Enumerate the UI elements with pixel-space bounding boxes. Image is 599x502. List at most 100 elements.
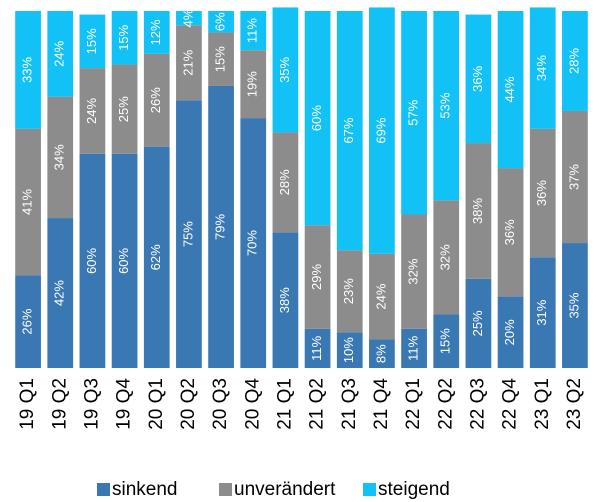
value-label: 19%: [245, 71, 260, 97]
value-label: 20%: [502, 319, 517, 345]
legend-label: sinkend: [112, 479, 178, 500]
bar-segment: [111, 153, 138, 368]
value-label: 15%: [116, 24, 131, 50]
bar-segment: [15, 128, 41, 276]
bar-segment: [79, 68, 106, 154]
bar-segment: [336, 11, 363, 251]
x-tick-label: 21 Q4: [371, 378, 392, 430]
x-tick-label: 19 Q4: [114, 378, 135, 430]
value-label: 12%: [148, 19, 163, 45]
x-tick-label: 23 Q2: [564, 378, 585, 430]
bar-segment: [111, 11, 138, 65]
bar-segment: [369, 7, 395, 254]
bar-segment: [15, 275, 41, 368]
x-tick-label: 21 Q1: [274, 378, 295, 430]
bar-segment: [304, 328, 331, 368]
bar-segment: [143, 53, 170, 147]
value-label: 36%: [470, 65, 485, 91]
bar-segment: [272, 7, 299, 133]
bar-segment: [143, 146, 170, 368]
x-tick-label: 20 Q1: [146, 378, 167, 430]
legend-label: steigend: [378, 479, 450, 500]
bar-segment: [497, 296, 524, 368]
x-tick-label: 22 Q4: [500, 378, 521, 430]
value-label: 24%: [84, 98, 99, 124]
bar-segment: [15, 11, 41, 129]
value-label: 33%: [20, 56, 35, 82]
value-label: 42%: [52, 280, 67, 306]
value-label: 25%: [116, 96, 131, 122]
value-label: 25%: [470, 310, 485, 336]
value-label: 36%: [534, 180, 549, 206]
value-label: 41%: [20, 189, 35, 215]
x-tick-label: 22 Q2: [435, 378, 456, 430]
bar-segment: [369, 253, 395, 340]
x-tick-label: 22 Q1: [403, 378, 424, 430]
x-tick-label: 23 Q1: [532, 378, 553, 430]
value-label: 15%: [438, 328, 453, 354]
value-label: 38%: [470, 197, 485, 223]
value-label: 75%: [180, 221, 195, 247]
bar-segment: [208, 85, 234, 368]
value-label: 8%: [373, 344, 388, 363]
bar-segment: [401, 328, 427, 368]
value-label: 35%: [277, 56, 292, 82]
bar-segment: [497, 11, 524, 169]
legend-swatch: [219, 483, 232, 496]
x-tick-label: 22 Q3: [467, 378, 488, 430]
x-tick-label: 19 Q2: [49, 378, 70, 430]
value-label: 4%: [180, 8, 195, 27]
value-label: 24%: [52, 40, 67, 66]
bar-segment: [465, 278, 492, 368]
x-tick-label: 19 Q1: [17, 378, 38, 430]
bar-segment: [47, 96, 74, 219]
bar-segment: [529, 257, 556, 368]
bar-segment: [304, 225, 331, 329]
bar-segment: [562, 11, 588, 111]
bar-segment: [272, 132, 299, 233]
value-label: 28%: [277, 169, 292, 195]
x-tick-label: 20 Q3: [210, 378, 231, 430]
bar-segment: [47, 218, 74, 368]
bar-segment: [529, 128, 556, 258]
bar-segment: [369, 339, 395, 368]
bar-segment: [79, 153, 106, 368]
bar-segment: [465, 143, 492, 279]
value-label: 38%: [277, 287, 292, 313]
bar-segment: [176, 100, 202, 368]
bar-segment: [401, 214, 427, 329]
bar-segment: [79, 14, 106, 69]
value-label: 24%: [373, 283, 388, 309]
bar-segment: [208, 32, 234, 86]
bar-segment: [240, 118, 267, 368]
bar-segment: [47, 11, 74, 97]
bar-segment: [143, 11, 170, 54]
bar-segment: [272, 232, 299, 368]
bar-segment: [433, 200, 460, 315]
value-label: 11%: [245, 18, 260, 43]
bar-segment: [401, 11, 427, 215]
x-tick-label: 20 Q2: [178, 378, 199, 430]
value-label: 57%: [406, 99, 421, 125]
bar-segment: [304, 11, 331, 226]
x-tick-label: 19 Q3: [81, 378, 102, 430]
x-tick-label: 21 Q2: [307, 378, 328, 430]
value-label: 60%: [84, 247, 99, 273]
value-label: 26%: [20, 308, 35, 334]
value-label: 6%: [213, 12, 228, 31]
value-label: 35%: [566, 292, 581, 318]
bar-segment: [433, 314, 460, 368]
value-label: 62%: [148, 244, 163, 270]
value-label: 26%: [148, 87, 163, 113]
value-label: 44%: [502, 76, 517, 102]
value-label: 23%: [341, 278, 356, 304]
value-label: 32%: [438, 244, 453, 270]
bar-segment: [336, 332, 363, 368]
value-label: 32%: [406, 258, 421, 284]
value-label: 34%: [534, 55, 549, 81]
x-tick-label: 20 Q4: [242, 378, 263, 430]
value-label: 34%: [52, 144, 67, 170]
bar-segment: [111, 64, 138, 154]
value-label: 15%: [213, 46, 228, 72]
